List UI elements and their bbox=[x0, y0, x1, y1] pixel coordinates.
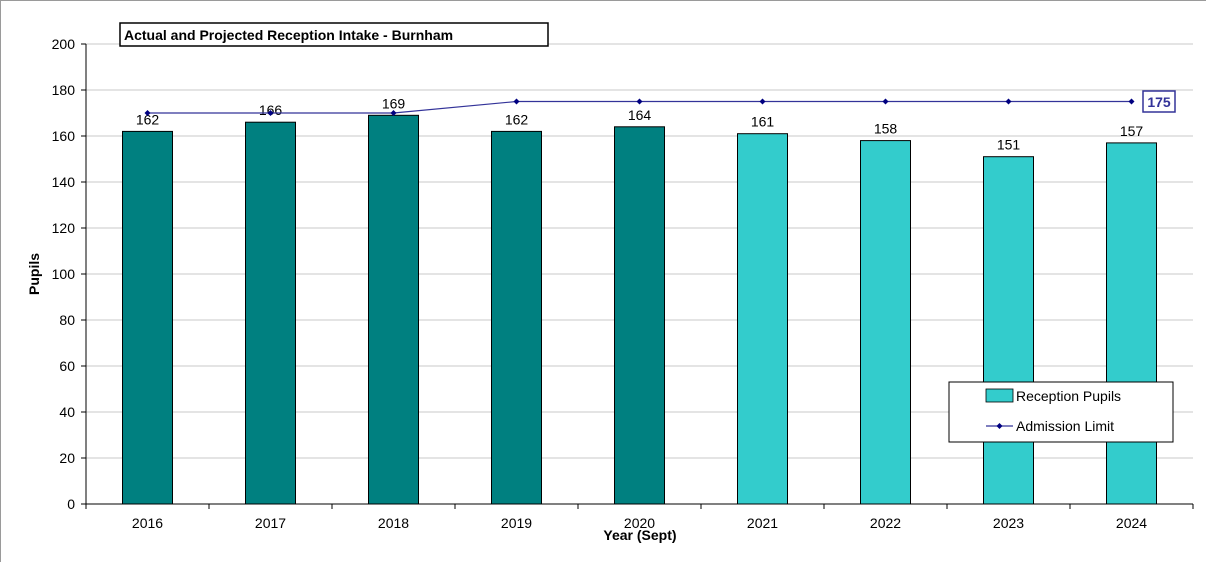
bar bbox=[614, 126, 665, 505]
bar bbox=[368, 114, 419, 505]
x-tick-label: 2017 bbox=[255, 515, 286, 531]
bar bbox=[122, 130, 173, 505]
bar-value-label: 162 bbox=[136, 111, 160, 127]
admission-limit-end-label: 175 bbox=[1142, 90, 1176, 113]
legend-marker-admission-limit bbox=[996, 423, 1003, 429]
admission-limit-marker bbox=[390, 110, 397, 116]
bar bbox=[860, 140, 911, 505]
y-tick-label: 200 bbox=[52, 36, 76, 52]
y-tick-label: 0 bbox=[67, 496, 75, 512]
bar bbox=[983, 156, 1034, 505]
y-tick-label: 20 bbox=[59, 450, 75, 466]
admission-limit-marker bbox=[1128, 98, 1135, 105]
y-tick-label: 80 bbox=[59, 312, 75, 328]
bar bbox=[1106, 142, 1157, 505]
x-tick-label: 2021 bbox=[747, 515, 778, 531]
admission-limit-marker bbox=[882, 98, 889, 105]
legend-swatch-reception-pupils bbox=[985, 388, 1014, 403]
admission-limit-marker bbox=[1005, 98, 1012, 105]
bars bbox=[122, 114, 1157, 505]
bar-value-label: 169 bbox=[382, 95, 406, 111]
bar-value-label: 157 bbox=[1120, 123, 1144, 139]
chart-title-box: Actual and Projected Reception Intake - … bbox=[119, 22, 549, 47]
y-tick-label: 40 bbox=[59, 404, 75, 420]
bar-value-label: 164 bbox=[628, 107, 652, 123]
admission-limit-end-value: 175 bbox=[1147, 94, 1171, 110]
admission-limit-marker bbox=[267, 110, 274, 116]
admission-limit-marker bbox=[144, 110, 151, 116]
x-tick-labels: 2016 2017 2018 2019 2020 2021 2022 2023 2024 bbox=[132, 515, 1147, 531]
x-tick-label: 2016 bbox=[132, 515, 163, 531]
legend-label-admission-limit: Admission Limit bbox=[1016, 418, 1114, 434]
admission-limit-line bbox=[144, 98, 1135, 116]
y-tick-label: 120 bbox=[52, 220, 76, 236]
x-tick-label: 2018 bbox=[378, 515, 409, 531]
y-tick-label: 60 bbox=[59, 358, 75, 374]
chart-title: Actual and Projected Reception Intake - … bbox=[124, 27, 453, 43]
legend: Reception Pupils Admission Limit bbox=[948, 381, 1174, 443]
x-tick-label: 2024 bbox=[1116, 515, 1147, 531]
x-tick-label: 2020 bbox=[624, 515, 655, 531]
axes bbox=[81, 43, 1194, 509]
y-tick-label: 100 bbox=[52, 266, 76, 282]
bar-value-label: 151 bbox=[997, 137, 1021, 153]
y-tick-label: 140 bbox=[52, 174, 76, 190]
bar-value-labels: 162166169162164161158151157 bbox=[136, 95, 1144, 152]
bar-value-label: 162 bbox=[505, 111, 529, 127]
bar bbox=[491, 130, 542, 505]
admission-limit-marker bbox=[759, 98, 766, 105]
x-tick-label: 2023 bbox=[993, 515, 1024, 531]
y-axis-label: Pupils bbox=[26, 253, 42, 295]
bar-value-label: 158 bbox=[874, 121, 898, 137]
legend-label-reception-pupils: Reception Pupils bbox=[1016, 388, 1121, 404]
bar bbox=[737, 133, 788, 505]
bar bbox=[245, 121, 296, 505]
y-tick-label: 160 bbox=[52, 128, 76, 144]
x-tick-label: 2022 bbox=[870, 515, 901, 531]
y-tick-label: 180 bbox=[52, 82, 76, 98]
admission-limit-marker bbox=[513, 98, 520, 105]
bar-value-label: 161 bbox=[751, 114, 775, 130]
x-tick-label: 2019 bbox=[501, 515, 532, 531]
y-tick-labels: 0 20 40 60 80 100 120 140 160 180 200 bbox=[52, 36, 76, 512]
x-axis-label: Year (Sept) bbox=[603, 527, 676, 543]
admission-limit-marker bbox=[636, 98, 643, 105]
